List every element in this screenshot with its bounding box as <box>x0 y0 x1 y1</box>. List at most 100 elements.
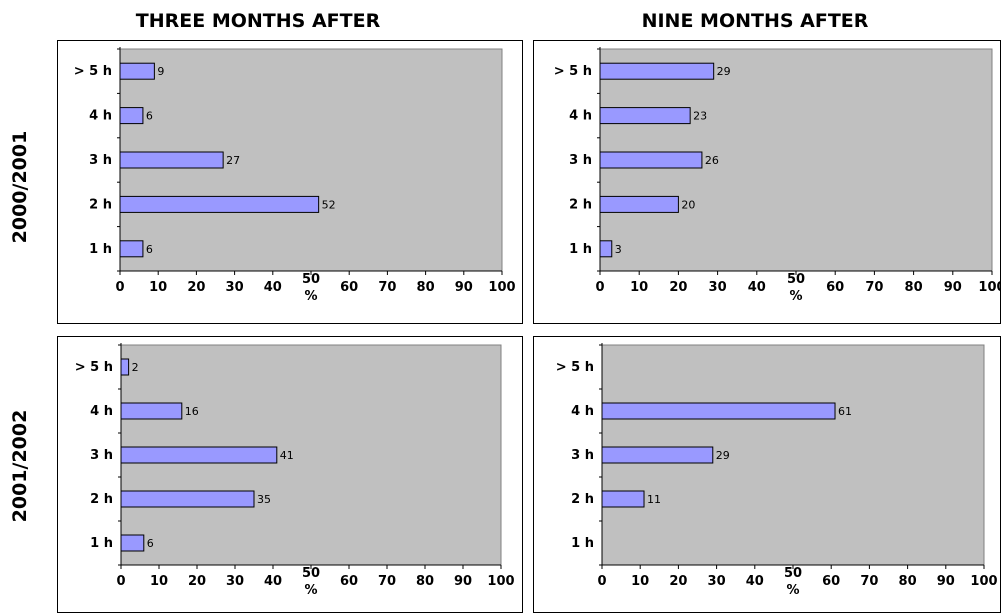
value-label-5-h: 2 <box>132 361 139 374</box>
x-tick-label-80: 80 <box>905 280 923 295</box>
column-title-nine-months: NINE MONTHS AFTER <box>641 10 869 32</box>
value-label-2-h: 52 <box>322 198 336 211</box>
x-axis-label: % <box>786 583 799 598</box>
x-tick-label-60: 60 <box>340 280 358 295</box>
x-tick-label-60: 60 <box>340 574 358 589</box>
x-tick-label-80: 80 <box>899 574 917 589</box>
category-label-4-h: 4 h <box>90 404 113 419</box>
x-tick-label-70: 70 <box>378 574 396 589</box>
category-label-3-h: 3 h <box>90 448 113 463</box>
row-title-2001-2002: 2001/2002 <box>9 409 31 523</box>
value-label-1-h: 6 <box>146 243 153 256</box>
x-tick-label-30: 30 <box>226 574 244 589</box>
row-title-2000-2001: 2000/2001 <box>9 130 31 244</box>
x-axis-label: % <box>304 583 317 598</box>
x-axis-label: % <box>789 289 802 304</box>
chart-panel-2000-nine-months: > 5 h 29 4 h 23 3 h 26 2 h 20 1 h 3 0 10 20 30 40 50 60 7… <box>533 40 1001 324</box>
bar-2-h <box>119 195 320 213</box>
bar-4-h <box>120 402 183 420</box>
bar-4-h <box>119 107 144 125</box>
x-tick-label-10: 10 <box>150 574 168 589</box>
value-label-4-h: 61 <box>838 405 852 418</box>
x-tick-label-30: 30 <box>708 574 726 589</box>
bar-5-h <box>599 62 715 80</box>
category-label-1-h: 1 h <box>90 536 113 551</box>
category-label-5-h: > 5 h <box>554 64 592 79</box>
x-tick-label-20: 20 <box>188 574 206 589</box>
x-tick-label-100: 100 <box>487 574 514 589</box>
x-tick-label-20: 20 <box>669 280 687 295</box>
x-tick-label-20: 20 <box>187 280 205 295</box>
value-label-4-h: 6 <box>146 110 153 123</box>
x-tick-label-20: 20 <box>669 574 687 589</box>
category-label-2-h: 2 h <box>569 197 592 212</box>
bar-1-h <box>120 534 145 552</box>
x-tick-label-0: 0 <box>115 280 124 295</box>
value-label-2-h: 20 <box>681 198 695 211</box>
bar-2-h <box>601 490 645 508</box>
column-title-three-months: THREE MONTHS AFTER <box>135 10 381 32</box>
x-tick-label-90: 90 <box>454 574 472 589</box>
category-label-2-h: 2 h <box>90 492 113 507</box>
chart-panel-2001-nine-months: > 5 h 4 h 61 3 h 29 2 h 11 1 h 0 10 20 30 40 50 60 70 80… <box>533 336 1001 613</box>
category-label-1-h: 1 h <box>569 242 592 257</box>
x-tick-label-80: 80 <box>416 574 434 589</box>
value-label-4-h: 23 <box>693 110 707 123</box>
x-tick-label-50: 50 <box>302 272 320 287</box>
x-tick-label-40: 40 <box>264 280 282 295</box>
category-label-1-h: 1 h <box>571 536 594 551</box>
x-axis-label: % <box>304 289 317 304</box>
x-tick-label-0: 0 <box>597 574 606 589</box>
bar-2-h <box>120 490 255 508</box>
category-label-5-h: > 5 h <box>556 360 594 375</box>
x-tick-label-60: 60 <box>826 280 844 295</box>
x-tick-label-10: 10 <box>149 280 167 295</box>
category-label-3-h: 3 h <box>569 153 592 168</box>
category-label-3-h: 3 h <box>89 153 112 168</box>
x-tick-label-10: 10 <box>630 280 648 295</box>
x-tick-label-50: 50 <box>784 566 802 581</box>
bar-2-h <box>599 195 679 213</box>
bar-1-h <box>599 240 613 258</box>
x-tick-label-70: 70 <box>860 574 878 589</box>
x-tick-label-50: 50 <box>787 272 805 287</box>
value-label-3-h: 41 <box>280 449 294 462</box>
x-tick-label-40: 40 <box>748 280 766 295</box>
x-tick-label-90: 90 <box>455 280 473 295</box>
x-tick-label-40: 40 <box>264 574 282 589</box>
x-tick-label-100: 100 <box>978 280 1001 295</box>
chart-svg: > 5 h 4 h 61 3 h 29 2 h 11 1 h 0 10 20 30 40 50 60 70 80… <box>556 343 998 598</box>
category-label-5-h: > 5 h <box>74 64 112 79</box>
value-label-1-h: 6 <box>147 537 154 550</box>
x-tick-label-90: 90 <box>937 574 955 589</box>
x-tick-label-30: 30 <box>709 280 727 295</box>
x-tick-label-90: 90 <box>944 280 962 295</box>
x-tick-label-30: 30 <box>226 280 244 295</box>
value-label-4-h: 16 <box>185 405 199 418</box>
bar-3-h <box>599 151 703 169</box>
value-label-5-h: 29 <box>717 65 731 78</box>
value-label-3-h: 27 <box>226 154 240 167</box>
value-label-3-h: 29 <box>716 449 730 462</box>
bar-5-h <box>120 358 130 376</box>
x-tick-label-70: 70 <box>378 280 396 295</box>
category-label-4-h: 4 h <box>569 109 592 124</box>
value-label-1-h: 3 <box>615 243 622 256</box>
bar-5-h <box>119 62 155 80</box>
x-tick-label-80: 80 <box>417 280 435 295</box>
bar-3-h <box>601 446 714 464</box>
bar-4-h <box>599 107 691 125</box>
x-tick-label-100: 100 <box>488 280 515 295</box>
x-tick-label-0: 0 <box>116 574 125 589</box>
bar-1-h <box>119 240 144 258</box>
x-tick-label-70: 70 <box>865 280 883 295</box>
x-tick-label-40: 40 <box>746 574 764 589</box>
bar-4-h <box>601 402 836 420</box>
value-label-5-h: 9 <box>157 65 164 78</box>
x-tick-label-0: 0 <box>595 280 604 295</box>
